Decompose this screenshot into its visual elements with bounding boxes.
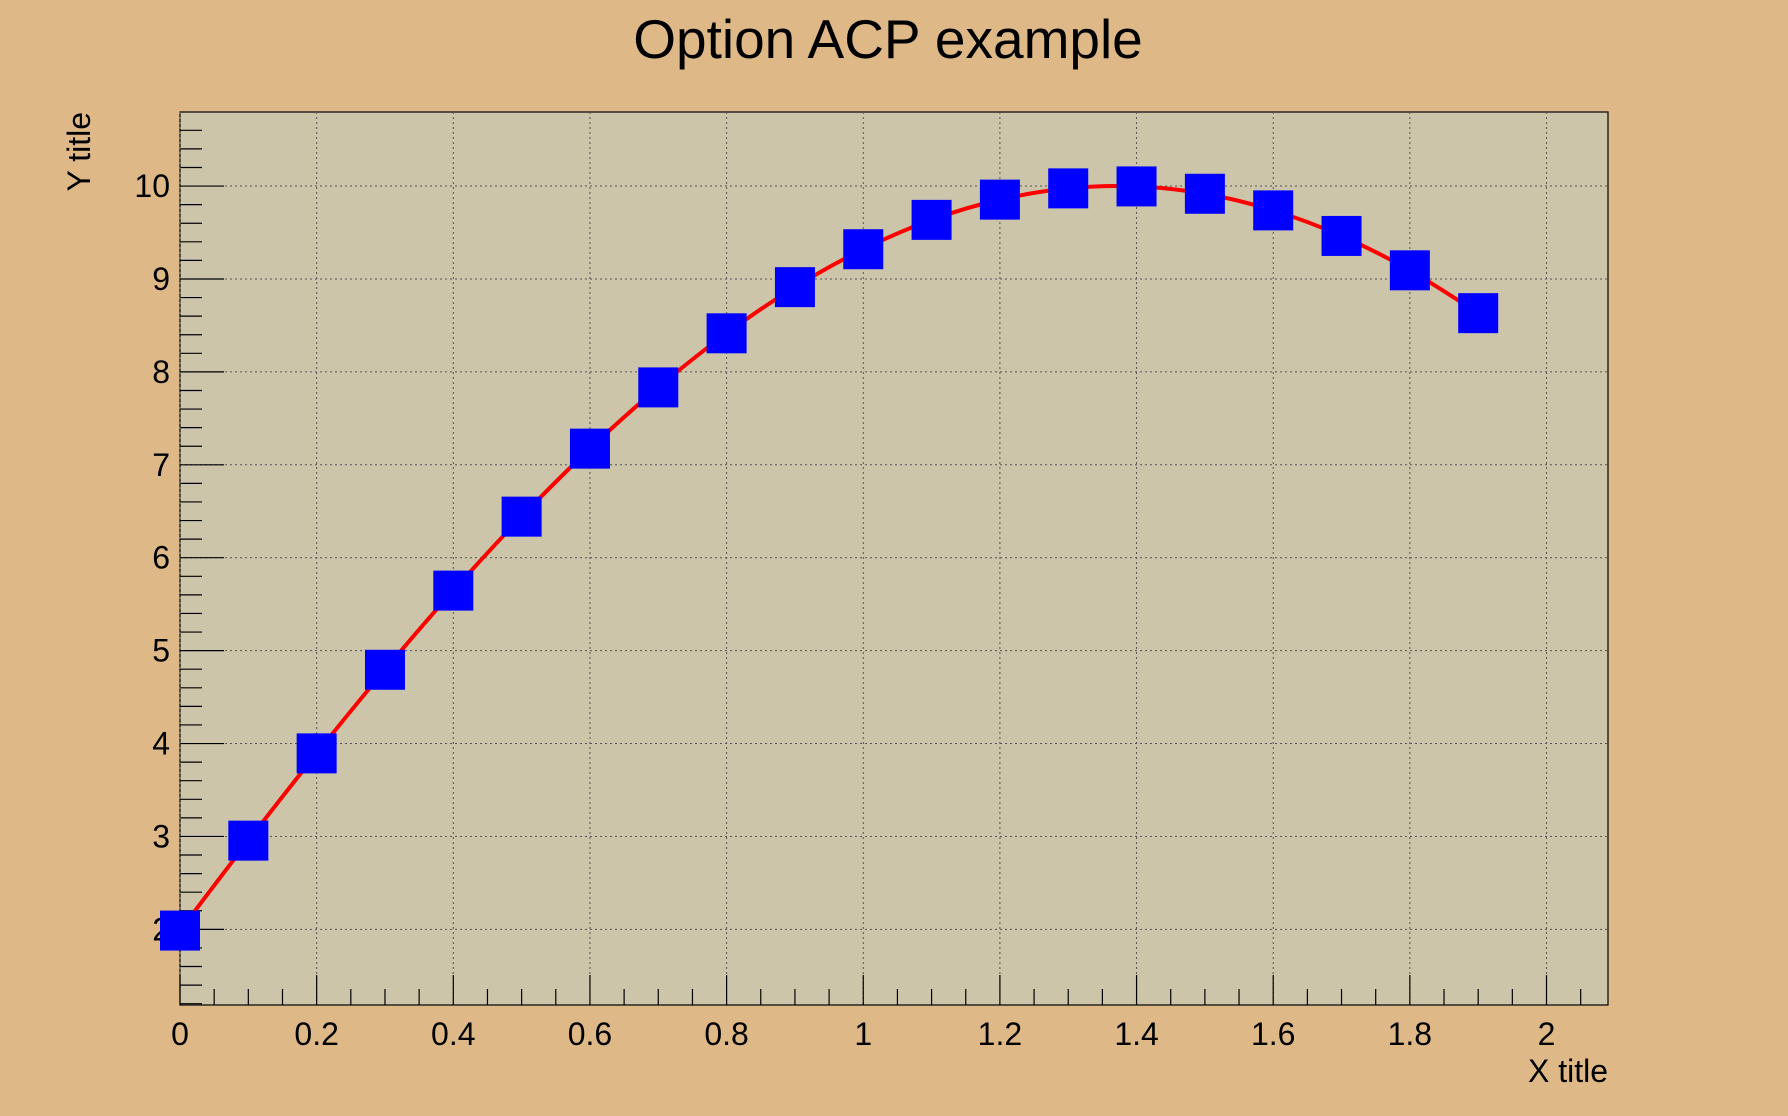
x-tick-label: 1: [854, 1016, 872, 1052]
marker: [364, 649, 405, 690]
marker: [569, 428, 610, 469]
y-axis-title: Y title: [61, 112, 97, 191]
y-tick-label: 5: [152, 633, 170, 669]
x-tick-label: 0.4: [431, 1016, 475, 1052]
marker: [706, 313, 747, 354]
marker: [1389, 250, 1430, 291]
marker: [774, 267, 815, 308]
y-tick-label: 3: [152, 818, 170, 854]
y-tick-label: 4: [152, 726, 170, 762]
x-tick-label: 0.6: [568, 1016, 612, 1052]
marker: [1116, 166, 1157, 207]
y-tick-label: 7: [152, 447, 170, 483]
x-tick-label: 1.6: [1251, 1016, 1295, 1052]
y-tick-label: 6: [152, 540, 170, 576]
marker: [1253, 190, 1294, 231]
marker: [843, 229, 884, 270]
marker: [638, 367, 679, 408]
chart-title: Option ACP example: [633, 8, 1143, 70]
y-tick-label: 8: [152, 354, 170, 390]
x-tick-label: 0.2: [294, 1016, 338, 1052]
marker: [501, 496, 542, 537]
x-tick-label: 0: [171, 1016, 189, 1052]
x-tick-label: 0.8: [704, 1016, 748, 1052]
x-tick-label: 1.4: [1114, 1016, 1158, 1052]
x-tick-label: 1.2: [978, 1016, 1022, 1052]
marker: [1048, 168, 1089, 209]
marker: [1458, 293, 1499, 334]
marker: [1184, 173, 1225, 214]
y-tick-label: 10: [134, 168, 170, 204]
marker: [1321, 215, 1362, 256]
x-tick-label: 2: [1538, 1016, 1556, 1052]
marker: [979, 179, 1020, 220]
marker: [296, 733, 337, 774]
marker: [433, 570, 474, 611]
x-tick-label: 1.8: [1388, 1016, 1432, 1052]
plot-frame: [179, 111, 1609, 1006]
marker: [228, 820, 269, 861]
marker: [160, 910, 200, 951]
x-axis-title: X title: [1528, 1053, 1608, 1089]
y-tick-label: 9: [152, 261, 170, 297]
marker: [911, 199, 952, 240]
